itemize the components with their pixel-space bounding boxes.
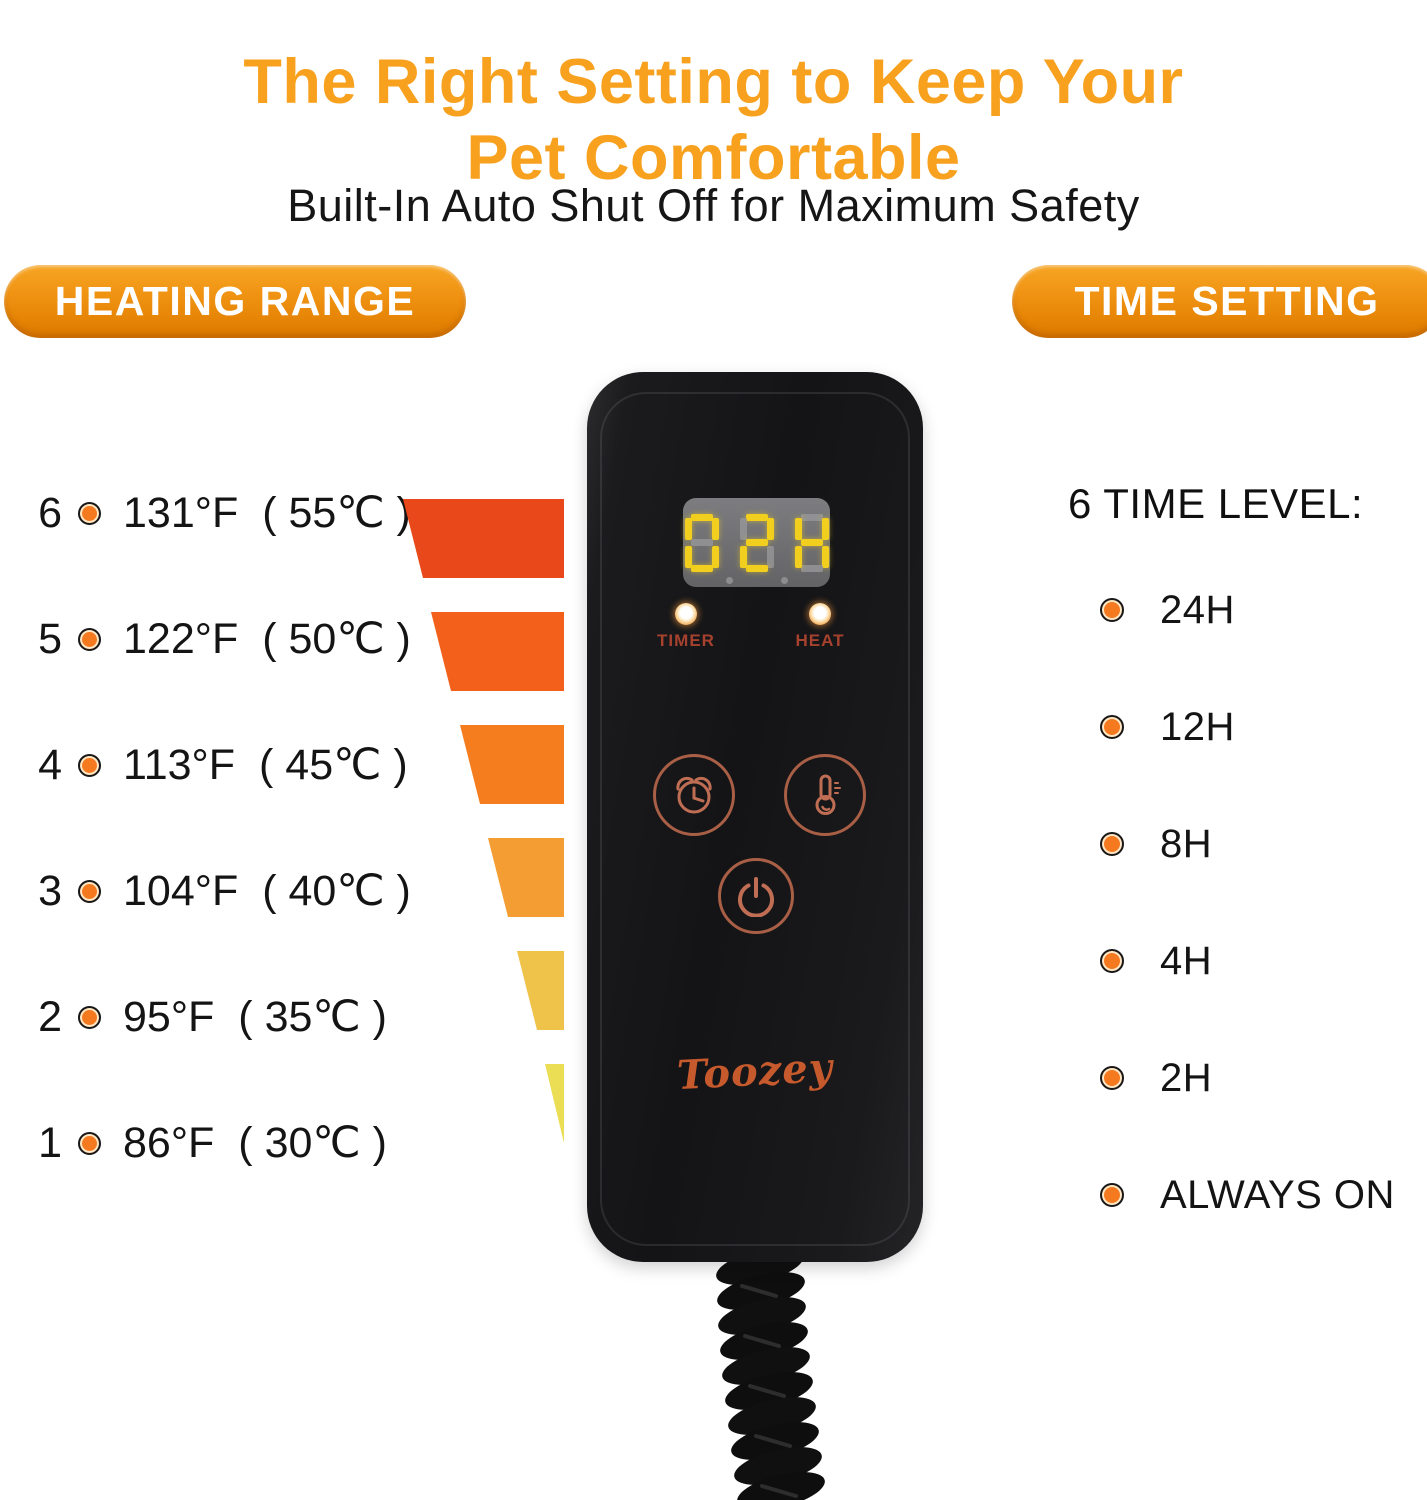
- power-button[interactable]: [718, 858, 794, 934]
- temp-fahrenheit: 95°F: [123, 992, 215, 1041]
- time-level-label: 4H: [1160, 938, 1213, 983]
- display-digit: [684, 513, 719, 572]
- heat-bar-1: [545, 1064, 564, 1143]
- time-level-label: ALWAYS ON: [1160, 1172, 1395, 1217]
- page-title: The Right Setting to Keep Your Pet Comfo…: [0, 44, 1427, 196]
- cable-coils: [716, 1250, 825, 1500]
- level-number: 1: [38, 1118, 62, 1167]
- time-level-label: 8H: [1160, 821, 1213, 866]
- temp-fahrenheit: 113°F: [123, 740, 236, 789]
- heating-level-row-3: 3 104°F ( 40℃ ): [30, 865, 411, 917]
- heat-bar-5: [431, 612, 564, 691]
- power-cable: [716, 1250, 825, 1500]
- heating-level-row-1: 1 86°F ( 30℃ ): [30, 1117, 411, 1169]
- temp-celsius: ( 45℃ ): [259, 741, 408, 789]
- power-icon: [738, 877, 774, 917]
- time-level-list: 24H 12H 8H 4H 2H ALWAYS ON: [1100, 586, 1395, 1219]
- temp-fahrenheit: 131°F: [123, 488, 239, 537]
- time-level-heading: 6 TIME LEVEL:: [1068, 480, 1364, 527]
- controller-face-outline: [600, 392, 910, 1246]
- bullet-icon: [78, 1131, 101, 1155]
- bullet-icon: [1100, 598, 1124, 622]
- timer-indicator-label: TIMER: [657, 631, 715, 650]
- heat-bar-4: [460, 725, 564, 804]
- display-decimal-point: [725, 577, 733, 584]
- level-number: 3: [38, 866, 62, 915]
- time-level-label: 24H: [1160, 587, 1235, 632]
- timer-indicator-led: [675, 603, 697, 625]
- heating-level-row-5: 5 122°F ( 50℃ ): [30, 613, 411, 665]
- temp-celsius: ( 35℃ ): [238, 993, 387, 1041]
- bullet-icon: [1100, 832, 1124, 856]
- heating-controller: TIMER HEAT: [587, 372, 923, 1262]
- time-level-row-2h: 2H: [1100, 1054, 1395, 1102]
- time-level-label: 2H: [1160, 1055, 1213, 1100]
- heat-gradient-bars: [403, 499, 564, 1143]
- led-display: [683, 498, 830, 587]
- time-setting-badge-label: TIME SETTING: [1074, 278, 1380, 324]
- bullet-icon: [1100, 949, 1124, 973]
- time-level-row-12h: 12H: [1100, 703, 1395, 751]
- temp-fahrenheit: 104°F: [123, 866, 239, 915]
- bullet-icon: [1100, 715, 1124, 739]
- level-number: 4: [38, 740, 62, 789]
- temp-celsius: ( 30℃ ): [238, 1119, 387, 1167]
- time-level-row-24h: 24H: [1100, 586, 1395, 634]
- time-level-row-8h: 8H: [1100, 820, 1395, 868]
- temp-fahrenheit: 86°F: [123, 1118, 215, 1167]
- heating-level-row-6: 6 131°F ( 55℃ ): [30, 487, 411, 539]
- heat-indicator-label: HEAT: [795, 631, 845, 650]
- bullet-icon: [1100, 1183, 1124, 1207]
- time-level-row-always-on: ALWAYS ON: [1100, 1171, 1395, 1219]
- heating-level-list: 6 131°F ( 55℃ ) 5 122°F ( 50℃ ) 4 113°F …: [30, 487, 411, 1169]
- level-number: 6: [38, 488, 62, 537]
- heat-bar-6: [403, 499, 564, 578]
- thermometer-icon: [815, 774, 841, 815]
- bullet-icon: [78, 879, 101, 903]
- heat-bar-2: [517, 951, 564, 1030]
- temp-celsius: ( 50℃ ): [262, 615, 411, 663]
- time-level-label: 12H: [1160, 704, 1235, 749]
- level-number: 2: [38, 992, 62, 1041]
- bullet-icon: [78, 627, 101, 651]
- display-digit: [739, 513, 774, 572]
- display-digit: [794, 513, 829, 572]
- page-title-line2: Pet Comfortable: [466, 123, 961, 194]
- temp-celsius: ( 55℃ ): [262, 489, 411, 537]
- bullet-icon: [1100, 1066, 1124, 1090]
- bullet-icon: [78, 753, 101, 777]
- display-decimal-point: [780, 577, 788, 584]
- heating-range-badge-label: HEATING RANGE: [54, 278, 416, 324]
- temp-fahrenheit: 122°F: [123, 614, 239, 663]
- heat-indicator-led: [809, 603, 831, 625]
- alarm-clock-icon: [676, 776, 712, 814]
- heating-range-badge: HEATING RANGE: [4, 265, 466, 338]
- page-title-line1: The Right Setting to Keep Your: [243, 47, 1184, 118]
- page-subtitle: Built-In Auto Shut Off for Maximum Safet…: [287, 180, 1140, 231]
- level-number: 5: [38, 614, 62, 663]
- heat-bar-3: [488, 838, 564, 917]
- timer-button[interactable]: [653, 754, 735, 836]
- time-setting-badge: TIME SETTING: [1012, 265, 1427, 338]
- heat-button[interactable]: [784, 754, 866, 836]
- temp-celsius: ( 40℃ ): [262, 867, 411, 915]
- heating-level-row-2: 2 95°F ( 35℃ ): [30, 991, 411, 1043]
- bullet-icon: [78, 501, 101, 525]
- bullet-icon: [78, 1005, 101, 1029]
- time-level-row-4h: 4H: [1100, 937, 1395, 985]
- heating-level-row-4: 4 113°F ( 45℃ ): [30, 739, 411, 791]
